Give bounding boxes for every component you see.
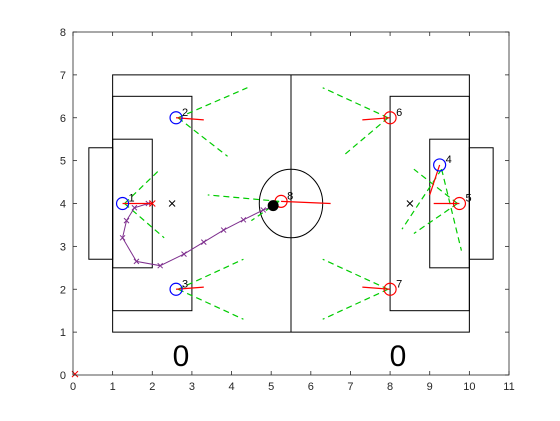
- x-tick-label: 9: [427, 381, 433, 393]
- x-tick-label: 2: [149, 381, 155, 393]
- y-tick-label: 4: [60, 199, 66, 211]
- vision-line: [177, 87, 248, 119]
- player-label-3: 3: [182, 278, 188, 290]
- trajectory-point-stroke: [200, 239, 207, 245]
- x-tick-label: 5: [268, 381, 274, 393]
- trajectory-point: [260, 207, 267, 213]
- right-score: 0: [390, 340, 407, 373]
- trajectory-point-stroke: [133, 258, 140, 265]
- trajectory-point: [119, 234, 126, 241]
- trajectory-point: [131, 204, 138, 211]
- player-label-8: 8: [287, 190, 293, 202]
- vision-line: [177, 258, 244, 290]
- trajectory-point-stroke: [181, 251, 187, 257]
- player-label-5: 5: [465, 193, 471, 205]
- x-marker: [168, 200, 176, 207]
- x-tick-label: 8: [387, 381, 393, 393]
- vision-line: [124, 168, 161, 204]
- trajectory-point-stroke: [220, 227, 227, 233]
- player-heading-line: [176, 286, 204, 290]
- player-heading-line: [362, 117, 391, 121]
- x-axis-ticks: 0 1 2 3 4 5 6 7 8 9 10 11: [70, 32, 515, 393]
- player-heading-line: [362, 286, 391, 290]
- x-marker-stroke: [168, 200, 176, 207]
- trajectory-point: [220, 227, 227, 233]
- ball-layer: [267, 200, 279, 212]
- trajectory-point: [123, 217, 130, 224]
- x-tick-label: 11: [503, 381, 514, 393]
- player-marker-7: [383, 282, 397, 296]
- player-marker-3: [169, 282, 183, 296]
- players: 1 2 3 4 5 6 7 8: [115, 107, 472, 296]
- y-tick-label: 8: [60, 27, 66, 39]
- y-tick-label: 3: [60, 241, 66, 253]
- vision-line: [177, 117, 228, 157]
- x-markers: [71, 200, 414, 378]
- left-score: 0: [173, 340, 190, 373]
- x-tick-label: 10: [463, 381, 475, 393]
- player-label-1: 1: [129, 193, 135, 205]
- ball: [267, 200, 279, 212]
- y-tick-label: 1: [60, 327, 66, 339]
- y-tick-label: 2: [60, 284, 66, 296]
- y-tick-label: 7: [60, 70, 66, 82]
- player-marker-5: [452, 196, 467, 211]
- vision-line: [441, 169, 463, 251]
- x-tick-label: 1: [110, 381, 116, 393]
- x-marker: [406, 200, 414, 207]
- vision-line: [124, 203, 165, 239]
- trajectory-point: [157, 262, 164, 269]
- x-tick-label: 4: [228, 381, 234, 393]
- player-label-2: 2: [182, 107, 188, 119]
- left-goal: [88, 147, 114, 260]
- trajectory-point-stroke: [240, 216, 247, 223]
- player-label-6: 6: [396, 107, 402, 119]
- vision-line: [322, 288, 389, 320]
- x-tick-label: 3: [189, 381, 195, 393]
- player-label-7: 7: [396, 278, 402, 290]
- x-tick-label: 7: [347, 381, 353, 393]
- trajectory-point-stroke: [157, 262, 164, 269]
- trajectory-point-stroke: [123, 217, 130, 224]
- player-heading-line: [176, 117, 204, 121]
- x-marker-stroke: [406, 200, 414, 207]
- trajectory-point-stroke: [119, 234, 126, 241]
- x-marker-stroke: [71, 370, 79, 378]
- x-tick-label: 0: [70, 381, 76, 393]
- x-tick-label: 6: [308, 381, 314, 393]
- player-marker-6: [383, 111, 397, 125]
- right-goal: [468, 147, 494, 260]
- player-marker-4: [433, 158, 447, 172]
- y-axis-ticks: 0 1 2 3 4 5 6 7 8: [60, 27, 509, 382]
- player-heading-line: [281, 200, 331, 205]
- trajectory-point-stroke: [260, 207, 267, 213]
- trajectory-point: [240, 216, 247, 223]
- trajectory-point: [181, 251, 187, 257]
- trajectory-point: [133, 258, 140, 265]
- player-marker-2: [169, 111, 183, 125]
- player-label-4: 4: [446, 154, 452, 166]
- trajectory-point: [200, 239, 207, 245]
- y-tick-label: 0: [60, 370, 66, 382]
- vision-line: [322, 87, 389, 119]
- vision-line: [322, 258, 389, 290]
- y-tick-label: 5: [60, 156, 66, 168]
- vision-line: [177, 288, 244, 320]
- player-heading-line: [429, 164, 441, 196]
- vision-line: [207, 194, 280, 202]
- vision-line: [413, 203, 458, 235]
- trajectory-line: [122, 203, 276, 267]
- trajectory-point-stroke: [131, 204, 138, 211]
- player-marker-1: [115, 196, 130, 211]
- y-tick-label: 6: [60, 113, 66, 125]
